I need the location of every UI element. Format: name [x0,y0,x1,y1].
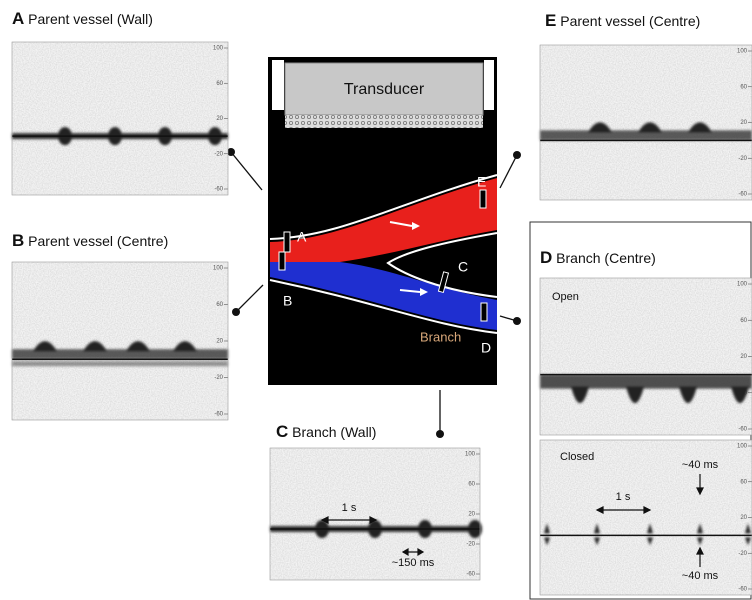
panel-letter: B [12,231,24,250]
connector-dot [436,430,444,438]
y-tick-label: -60 [214,412,223,418]
connector-dot [232,308,240,316]
y-tick-label: -60 [214,187,223,193]
y-tick-label: 100 [213,46,224,52]
period-label: 1 s [342,502,357,514]
spectrogram: 100 60 20 -20 -60 [270,448,482,580]
transducer-label: Transducer [344,81,425,98]
connector-dot [513,151,521,159]
panel-title-text: Parent vessel (Centre) [28,233,168,249]
panel-title: C Branch (Wall) [276,422,376,441]
y-tick-label: -20 [466,542,475,548]
panel-letter: C [276,422,288,441]
gate-label: C [458,259,468,275]
y-tick-label: 60 [740,318,747,324]
panel-letter: A [12,9,24,28]
sample-gate [480,190,486,208]
y-tick-label: -60 [738,427,747,433]
y-tick-label: -60 [738,192,747,198]
y-tick-label: 20 [740,354,747,360]
closed-label: Closed [560,451,594,463]
y-tick-label: 60 [216,302,223,308]
spectrogram-noise [12,42,228,195]
figure: A Parent vessel (Wall) B Parent vessel (… [0,0,752,600]
branch-label: Branch [420,329,461,344]
transducer-side [272,60,284,110]
y-tick-label: 60 [468,482,475,488]
width-label: ~40 ms [682,459,719,471]
period-label: 1 s [616,491,631,503]
connector [500,155,517,188]
signal-band [540,375,752,389]
y-tick-label: -20 [214,151,223,157]
panel-letter: E [545,11,556,30]
y-tick-label: 20 [740,120,747,126]
panel-title-text: Branch (Centre) [556,250,656,266]
y-tick-label: -60 [738,587,747,593]
spectrogram: 100 60 20 -20 -60 [12,262,228,420]
width-label: ~150 ms [392,557,435,569]
spectrogram-noise [270,448,480,580]
y-tick-label: 20 [468,512,475,518]
sample-gate [284,232,290,252]
panel-letter: D [540,248,552,267]
y-tick-label: 100 [737,49,748,55]
y-tick-label: 100 [737,282,748,288]
transducer-side [484,60,494,110]
y-tick-label: -20 [214,375,223,381]
y-tick-label: 20 [216,116,223,122]
panel-title: D Branch (Centre) [540,248,656,267]
spectrogram: 100 60 20 -20 -60 [540,45,752,200]
spectrogram-noise [540,440,752,595]
y-tick-label: -60 [466,572,475,578]
panel-title: B Parent vessel (Centre) [12,231,168,250]
y-tick-label: 100 [737,444,748,450]
panel-title-text: Parent vessel (Wall) [28,11,153,27]
spectrogram: 100 60 20 -20 -60 [12,42,228,195]
y-tick-label: 100 [465,452,476,458]
y-tick-label: 100 [213,266,224,272]
vessel-diagram: Transducer A B C D E Branch [268,57,497,385]
y-tick-label: 60 [216,81,223,87]
connector [231,152,262,190]
sample-gate [279,252,285,270]
open-label: Open [552,291,579,303]
gate-label: E [477,174,486,190]
y-tick-label: -20 [738,551,747,557]
panel-title: A Parent vessel (Wall) [12,9,153,28]
spectrogram-noise [540,45,752,200]
connector [236,285,263,312]
panel-title: E Parent vessel (Centre) [545,11,700,30]
y-tick-label: 60 [740,84,747,90]
panel-title-text: Parent vessel (Centre) [560,13,700,29]
gate-label: A [297,229,307,245]
coupling-layer [285,115,483,128]
sample-gate [481,303,487,321]
spectrogram: 100 60 20 -20 -60 [540,440,752,595]
panel-title-text: Branch (Wall) [292,424,376,440]
spectrogram-noise [12,262,228,420]
gate-label: D [481,340,491,356]
y-tick-label: 60 [740,479,747,485]
y-tick-label: -20 [738,156,747,162]
gate-label: B [283,293,292,309]
connector-dot [513,317,521,325]
y-tick-label: 20 [740,515,747,521]
signal-mirror [12,361,228,366]
width-label: ~40 ms [682,570,719,582]
y-tick-label: 20 [216,339,223,345]
